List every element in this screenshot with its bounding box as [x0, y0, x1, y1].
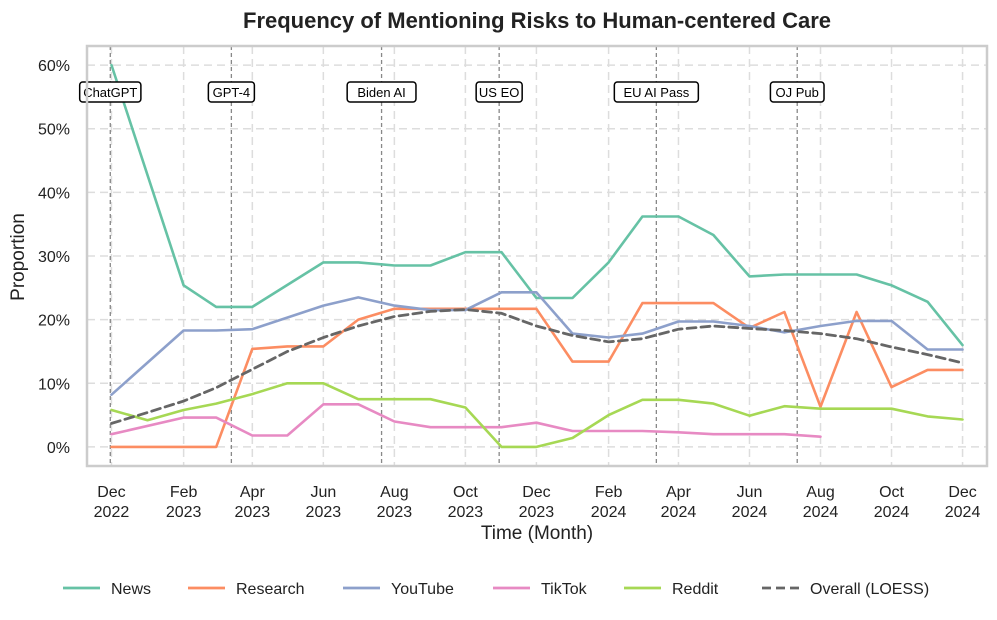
legend-label: Overall (LOESS)	[810, 581, 929, 598]
x-tick-label: 2024	[874, 504, 910, 521]
x-tick-label: Dec	[522, 484, 550, 501]
x-axis-label: Time (Month)	[481, 523, 593, 544]
y-tick-label: 60%	[38, 58, 70, 75]
y-tick-label: 20%	[38, 313, 70, 330]
event-label-box	[769, 81, 825, 103]
legend-label: Reddit	[672, 581, 719, 598]
legend-item: Reddit	[624, 581, 719, 598]
event-label-text: GPT-4	[213, 85, 251, 100]
y-tick-label: 10%	[38, 376, 70, 393]
y-tick-label: 30%	[38, 249, 70, 266]
series-line-youtube	[110, 290, 964, 397]
event-label-text: US EO	[479, 85, 519, 100]
x-tick-label: 2024	[661, 504, 697, 521]
x-tick-label: Aug	[380, 484, 408, 501]
x-tick-label: Jun	[310, 484, 336, 501]
y-tick-label: 50%	[38, 122, 70, 139]
x-tick-label: Aug	[806, 484, 834, 501]
legend-label: News	[111, 581, 151, 598]
x-tick-label: Dec	[97, 484, 125, 501]
legend-item: News	[63, 581, 151, 598]
event-label: ChatGPT	[78, 81, 142, 103]
x-tick-label: 2022	[94, 504, 130, 521]
grid	[87, 46, 987, 466]
legend-label: TikTok	[541, 581, 588, 598]
legend-item: YouTube	[343, 581, 454, 598]
x-tick-label: Dec	[948, 484, 976, 501]
legend-item: Overall (LOESS)	[762, 581, 929, 598]
event-label-box	[207, 81, 256, 103]
x-tick-label: 2023	[377, 504, 413, 521]
series-lines	[110, 63, 964, 449]
x-tick-label: Feb	[170, 484, 198, 501]
x-tick-label: 2024	[945, 504, 981, 521]
y-tick-label: 40%	[38, 185, 70, 202]
plot-frame	[85, 44, 989, 468]
legend-label: YouTube	[391, 581, 454, 598]
x-tick-label: Feb	[595, 484, 623, 501]
y-tick-label: 0%	[47, 440, 70, 457]
x-tick-label: 2023	[519, 504, 555, 521]
legend-item: Research	[188, 581, 304, 598]
event-lines	[109, 46, 798, 466]
y-axis-label: Proportion	[8, 213, 29, 301]
x-tick-label: 2023	[235, 504, 271, 521]
x-tick-label: 2024	[803, 504, 839, 521]
legend-label: Research	[236, 581, 304, 598]
event-label-text: ChatGPT	[83, 85, 137, 100]
series-line-overall-loess	[110, 308, 964, 425]
legend: News Research YouTube TikTok Reddit Overall (…	[63, 581, 929, 598]
x-tick-label: 2024	[591, 504, 627, 521]
x-tick-label: 2024	[732, 504, 768, 521]
series-line-reddit	[110, 381, 964, 449]
x-tick-label: Oct	[453, 484, 478, 501]
x-tick-label: Oct	[879, 484, 904, 501]
event-label-text: Biden AI	[357, 85, 405, 100]
event-label-box	[346, 81, 417, 103]
event-label-box	[78, 81, 142, 103]
legend-item: TikTok	[493, 581, 588, 598]
x-tick-label: Jun	[737, 484, 763, 501]
event-label: OJ Pub	[769, 81, 825, 103]
x-tick-label: 2023	[166, 504, 202, 521]
x-axis-ticks: Dec 2022 Feb 2023 Apr 2023 Jun 2023 Aug 2023 Oct 20…	[94, 484, 981, 521]
event-label-box	[475, 81, 523, 103]
chart-title: Frequency of Mentioning Risks to Human-c…	[243, 8, 831, 33]
event-label-text: EU AI Pass	[623, 85, 689, 100]
y-axis-ticks: 0% 10% 20% 30% 40% 50% 60%	[38, 58, 70, 457]
event-labels: ChatGPT GPT-4 Biden AI US EO EU AI Pass OJ Pu…	[78, 81, 825, 103]
event-label: GPT-4	[207, 81, 256, 103]
event-label-box	[613, 81, 700, 103]
x-tick-label: Apr	[240, 484, 266, 501]
series-line-research	[110, 301, 964, 449]
event-label: US EO	[475, 81, 523, 103]
x-tick-label: Apr	[666, 484, 692, 501]
event-label-text: OJ Pub	[776, 85, 819, 100]
event-label: EU AI Pass	[613, 81, 700, 103]
x-tick-label: 2023	[448, 504, 484, 521]
x-tick-label: 2023	[306, 504, 342, 521]
event-label: Biden AI	[346, 81, 417, 103]
series-line-news	[110, 63, 964, 347]
